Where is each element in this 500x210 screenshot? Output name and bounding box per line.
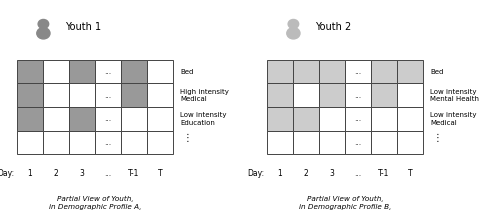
Bar [267, 107, 293, 131]
Bar [95, 131, 121, 154]
Text: ...: ... [354, 67, 362, 76]
Bar [267, 60, 293, 83]
Bar [397, 60, 423, 83]
Text: Youth 2: Youth 2 [315, 22, 351, 32]
Bar [345, 107, 371, 131]
Ellipse shape [287, 28, 300, 39]
Circle shape [288, 20, 298, 29]
Bar [293, 131, 319, 154]
Text: ...: ... [354, 169, 362, 178]
Text: Low intensity
Education: Low intensity Education [180, 112, 226, 126]
Bar [319, 107, 345, 131]
Text: T: T [158, 169, 162, 178]
Text: Low intensity
Medical: Low intensity Medical [430, 112, 476, 126]
Bar [17, 107, 43, 131]
Bar [397, 131, 423, 154]
Bar [43, 131, 69, 154]
Bar [147, 83, 173, 107]
Bar [43, 83, 69, 107]
Bar [17, 131, 43, 154]
Bar [371, 83, 397, 107]
Bar [319, 131, 345, 154]
Bar [371, 60, 397, 83]
Bar [95, 107, 121, 131]
Text: ⋮: ⋮ [182, 133, 192, 143]
Bar [43, 107, 69, 131]
Text: High intensity
Medical: High intensity Medical [180, 89, 229, 102]
Text: T-1: T-1 [128, 169, 140, 178]
Bar [95, 83, 121, 107]
Text: 2: 2 [304, 169, 308, 178]
Text: ...: ... [354, 114, 362, 123]
Bar [267, 131, 293, 154]
Bar [17, 83, 43, 107]
Ellipse shape [37, 28, 50, 39]
Text: ...: ... [104, 138, 112, 147]
Text: 3: 3 [80, 169, 84, 178]
Text: T: T [408, 169, 412, 178]
Text: Youth 1: Youth 1 [65, 22, 101, 32]
Text: Bed: Bed [430, 68, 444, 75]
Bar [147, 60, 173, 83]
Bar [319, 83, 345, 107]
Bar [17, 60, 43, 83]
Text: T-1: T-1 [378, 169, 390, 178]
Text: ...: ... [104, 67, 112, 76]
Text: 1: 1 [278, 169, 282, 178]
Bar [397, 107, 423, 131]
Bar [293, 107, 319, 131]
Bar [345, 60, 371, 83]
Text: ...: ... [104, 169, 112, 178]
Bar [267, 83, 293, 107]
Text: 1: 1 [28, 169, 32, 178]
Bar [371, 107, 397, 131]
Bar [121, 131, 147, 154]
Text: ...: ... [104, 114, 112, 123]
Text: 3: 3 [330, 169, 334, 178]
Bar [43, 60, 69, 83]
Bar [69, 107, 95, 131]
Bar [121, 83, 147, 107]
Text: ⋮: ⋮ [432, 133, 442, 143]
Bar [345, 131, 371, 154]
Bar [121, 107, 147, 131]
Bar [69, 131, 95, 154]
Bar [319, 60, 345, 83]
Text: Day:: Day: [248, 169, 264, 178]
Text: Day:: Day: [0, 169, 14, 178]
Bar [293, 83, 319, 107]
Text: ...: ... [354, 91, 362, 100]
Text: Partial View of Youth,
in Demographic Profile B,
Needs Profile 2: Partial View of Youth, in Demographic Pr… [299, 196, 391, 210]
Text: Bed: Bed [180, 68, 194, 75]
Bar [293, 60, 319, 83]
Bar [121, 60, 147, 83]
Text: ...: ... [354, 138, 362, 147]
Bar [147, 107, 173, 131]
Bar [95, 60, 121, 83]
Bar [371, 131, 397, 154]
Bar [397, 83, 423, 107]
Text: ...: ... [104, 91, 112, 100]
Bar [69, 60, 95, 83]
Text: Low intensity
Mental Health: Low intensity Mental Health [430, 89, 479, 102]
Bar [69, 83, 95, 107]
Text: Partial View of Youth,
in Demographic Profile A,
Needs Profile 1: Partial View of Youth, in Demographic Pr… [49, 196, 142, 210]
Bar [345, 83, 371, 107]
Text: 2: 2 [54, 169, 59, 178]
Bar [147, 131, 173, 154]
Circle shape [38, 20, 48, 29]
